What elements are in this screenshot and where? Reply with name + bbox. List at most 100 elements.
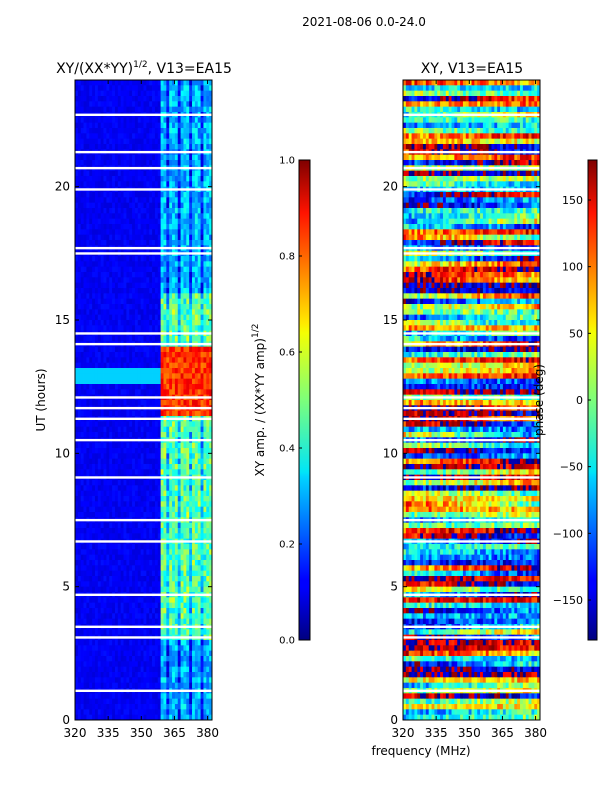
amp-cell (114, 346, 119, 353)
amp-cell (109, 346, 113, 353)
amp-cell (169, 133, 173, 140)
amp-cell (172, 485, 176, 492)
amp-cell (120, 144, 124, 150)
amp-cell (200, 213, 204, 220)
amp-cell (137, 101, 142, 108)
amp-cell (80, 560, 84, 566)
amp-cell (80, 352, 84, 358)
amp-cell (94, 512, 99, 518)
amp-cell (206, 122, 210, 129)
amp-cell (109, 485, 113, 492)
amp-cell (177, 501, 181, 508)
amp-cell (120, 181, 124, 188)
amp-cell (126, 346, 130, 353)
amp-cell (143, 384, 147, 390)
amp-cell (143, 197, 147, 204)
amp-cell (143, 298, 147, 305)
amp-cell (97, 512, 102, 518)
amp-cell (186, 314, 190, 321)
amp-cell (106, 170, 110, 177)
amp-cell (75, 202, 79, 209)
amp-cell (163, 256, 167, 262)
amp-cell (146, 346, 150, 353)
amp-cell (94, 224, 99, 230)
amp-cell (209, 224, 212, 230)
amp-cell (200, 325, 204, 332)
amp-cell (100, 122, 104, 129)
amp-cell (97, 138, 102, 145)
amp-cell (157, 314, 162, 321)
amp-cell (180, 581, 184, 588)
amp-cell (134, 432, 139, 438)
amp-cell (100, 138, 104, 145)
amp-cell (109, 608, 113, 614)
amp-cell (157, 181, 162, 188)
amp-cell (189, 304, 193, 310)
amp-cell (169, 122, 173, 129)
amp-cell (103, 314, 107, 321)
amp-cell (180, 314, 184, 321)
amp-cell (194, 160, 199, 166)
amp-cell (100, 485, 104, 492)
amp-cell (123, 336, 127, 342)
amp-cell (126, 314, 130, 321)
amp-cell (117, 256, 122, 262)
amp-cell (75, 378, 79, 385)
amp-cell (86, 282, 90, 289)
amp-cell (126, 400, 130, 406)
amp-cell (206, 384, 210, 390)
amp-cell (149, 256, 153, 262)
amp-cell (152, 368, 156, 374)
amp-cell (109, 432, 113, 438)
amp-cell (146, 576, 150, 582)
amp-cell (200, 506, 204, 513)
amp-cell (106, 464, 110, 470)
amp-cell (146, 549, 150, 556)
amp-cell (183, 170, 187, 177)
amp-cell (132, 400, 136, 406)
amp-cell (192, 464, 196, 470)
amp-cell (77, 282, 82, 289)
amp-cell (203, 282, 207, 289)
amp-cell (154, 234, 159, 241)
amp-cell (160, 346, 164, 353)
amp-cell (120, 490, 124, 497)
amp-cell (203, 357, 207, 364)
amp-cell (114, 613, 119, 620)
amp-cell (134, 117, 139, 124)
amp-cell (86, 133, 90, 140)
amp-cell (154, 346, 159, 353)
amp-cell (80, 597, 84, 604)
amp-cell (126, 128, 130, 134)
amp-cell (160, 181, 164, 188)
amp-cell (89, 565, 93, 572)
amp-cell (120, 197, 124, 204)
amp-cell (94, 453, 99, 460)
amp-cell (100, 346, 104, 353)
amp-cell (120, 192, 124, 198)
amp-cell (183, 442, 187, 449)
amp-cell (89, 138, 93, 145)
amp-cell (134, 629, 139, 636)
amp-cell (137, 181, 142, 188)
amp-cell (192, 336, 196, 342)
amp-cell (75, 170, 79, 177)
amp-cell (100, 512, 104, 518)
amp-cell (149, 288, 153, 294)
amp-cell (129, 629, 133, 636)
amp-cell (192, 208, 196, 214)
amp-cell (169, 373, 173, 380)
amp-cell (203, 336, 207, 342)
amp-cell (94, 229, 99, 236)
amp-cell (89, 362, 93, 369)
amp-cell (203, 202, 207, 209)
amp-cell (160, 218, 164, 225)
amp-cell (200, 533, 204, 540)
amp-cell (123, 117, 127, 124)
amp-cell (163, 346, 167, 353)
amp-cell (172, 277, 176, 284)
amp-cell (194, 170, 199, 177)
amp-cell (177, 160, 181, 166)
amp-cell (180, 533, 184, 540)
amp-cell (209, 485, 212, 492)
